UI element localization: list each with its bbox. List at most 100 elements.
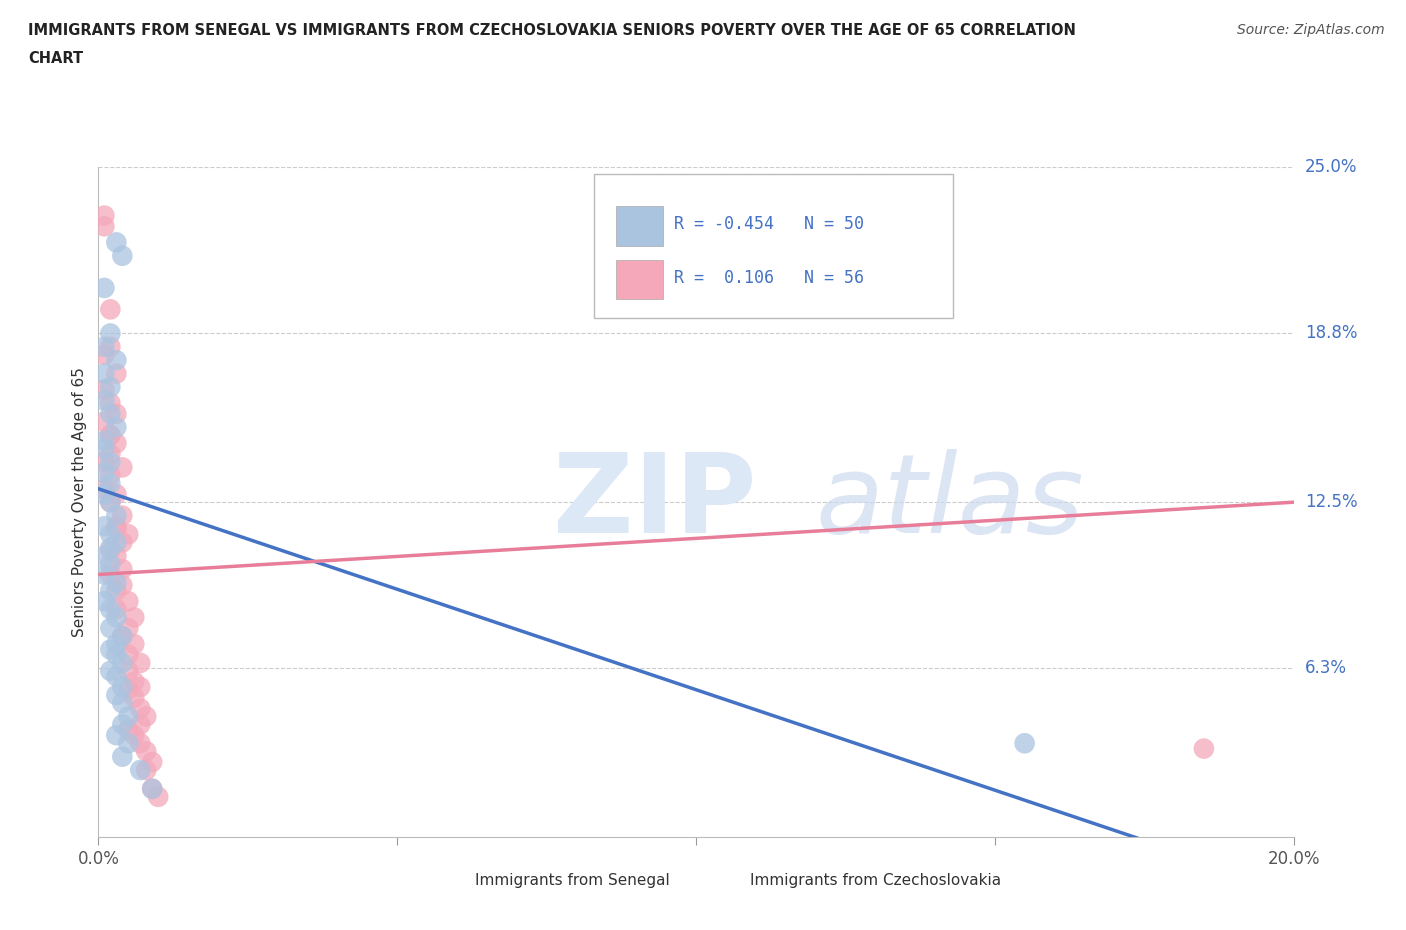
Point [98,406,122,421]
Point [148,790,170,804]
Point [124,610,146,625]
Point [1014,736,1036,751]
Point [117,723,139,737]
Point [105,522,128,537]
Point [98,527,122,542]
Point [98,302,122,317]
Point [98,495,122,510]
Point [111,629,134,644]
Point [124,637,146,652]
Point [105,637,128,652]
Point [93,208,115,223]
Point [111,680,134,695]
Text: Source: ZipAtlas.com: Source: ZipAtlas.com [1237,23,1385,37]
Point [98,620,122,635]
Point [105,549,128,564]
Point [93,486,115,501]
Point [105,602,128,617]
FancyBboxPatch shape [419,860,465,900]
Point [98,379,122,394]
Point [141,781,163,796]
Text: atlas: atlas [815,448,1084,556]
Point [93,455,115,470]
Point [124,674,146,689]
Point [105,669,128,684]
Point [117,736,139,751]
Point [98,326,122,341]
Point [105,647,128,662]
Point [105,366,128,381]
Text: ZIP: ZIP [553,448,756,556]
Point [111,656,134,671]
Point [105,583,128,598]
Point [98,663,122,678]
Point [93,549,115,564]
Point [93,594,115,609]
Text: 25.0%: 25.0% [1305,158,1357,177]
Point [111,248,134,263]
Point [135,744,157,759]
FancyBboxPatch shape [595,174,953,318]
Text: Immigrants from Senegal: Immigrants from Senegal [475,873,669,888]
Point [135,709,157,724]
Point [129,656,152,671]
Point [117,683,139,698]
Point [98,468,122,483]
Text: 12.5%: 12.5% [1305,493,1357,512]
FancyBboxPatch shape [693,860,740,900]
Point [111,696,134,711]
Point [93,219,115,233]
Point [117,647,139,662]
FancyBboxPatch shape [616,259,662,299]
Point [105,406,128,421]
Point [93,433,115,448]
Point [111,717,134,732]
Point [98,476,122,491]
Point [124,690,146,705]
Point [93,366,115,381]
Point [105,687,128,702]
Point [105,610,128,625]
Point [98,428,122,443]
Point [105,519,128,534]
Point [93,465,115,480]
Point [105,436,128,451]
Point [98,540,122,555]
Point [93,441,115,456]
Point [117,620,139,635]
Point [111,562,134,577]
FancyBboxPatch shape [616,206,662,246]
Point [129,701,152,716]
Point [98,428,122,443]
Point [141,754,163,769]
Point [117,663,139,678]
Point [105,728,128,743]
Point [1192,741,1215,756]
Point [98,602,122,617]
Point [93,348,115,363]
Point [135,763,157,777]
Point [93,482,115,497]
Point [93,415,115,430]
Text: 6.3%: 6.3% [1305,659,1347,677]
Point [129,717,152,732]
Point [105,235,128,250]
Point [98,495,122,510]
Point [129,763,152,777]
Point [98,339,122,354]
Text: IMMIGRANTS FROM SENEGAL VS IMMIGRANTS FROM CZECHOSLOVAKIA SENIORS POVERTY OVER T: IMMIGRANTS FROM SENEGAL VS IMMIGRANTS FR… [28,23,1076,38]
Point [111,629,134,644]
Text: CHART: CHART [28,51,83,66]
Point [105,419,128,434]
Point [98,567,122,582]
Point [93,382,115,397]
Point [117,527,139,542]
Point [105,508,128,523]
Point [117,709,139,724]
Point [111,535,134,550]
Text: Immigrants from Czechoslovakia: Immigrants from Czechoslovakia [749,873,1001,888]
Point [129,680,152,695]
Point [98,583,122,598]
Point [141,781,163,796]
Point [105,575,128,590]
